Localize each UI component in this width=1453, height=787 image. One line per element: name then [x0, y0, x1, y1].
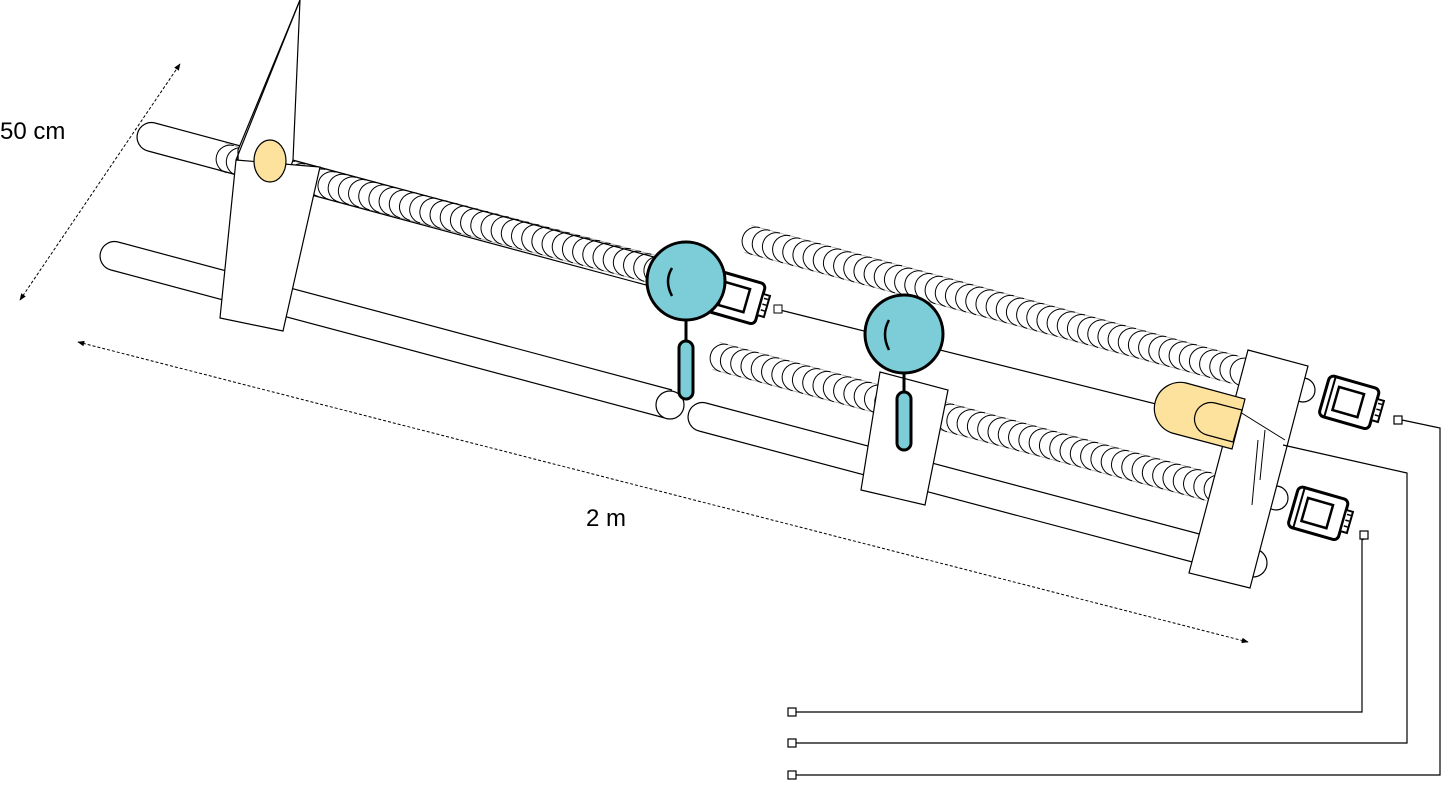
rail-lower-left — [99, 240, 685, 420]
connector-terminal-icon — [1393, 415, 1403, 425]
leadscrew-upper-right — [741, 225, 1248, 387]
dimension-label-length: 2 m — [586, 505, 627, 532]
end-plate-left — [219, 0, 321, 332]
connector-terminal-icon — [787, 707, 797, 717]
motor-upper-right — [1316, 373, 1389, 434]
wiring — [787, 415, 1441, 780]
aperture-icon — [253, 139, 287, 183]
light-source-icon — [1153, 381, 1246, 450]
leadscrew-lower-right — [709, 342, 1222, 504]
dimension-arrow-width — [19, 63, 181, 301]
end-plate-right — [1188, 349, 1316, 589]
dimension-arrow-length — [77, 340, 1249, 644]
lens-icon — [645, 240, 727, 401]
rail-upper-left — [136, 121, 681, 293]
drive-shaft — [779, 309, 1181, 411]
dimension-label-width: 50 cm — [0, 118, 66, 145]
connector-terminal-icon — [787, 738, 797, 748]
connector-terminal-icon — [787, 770, 797, 780]
connector-terminal-icon — [1359, 530, 1369, 540]
motor-lower-right — [1285, 484, 1358, 545]
